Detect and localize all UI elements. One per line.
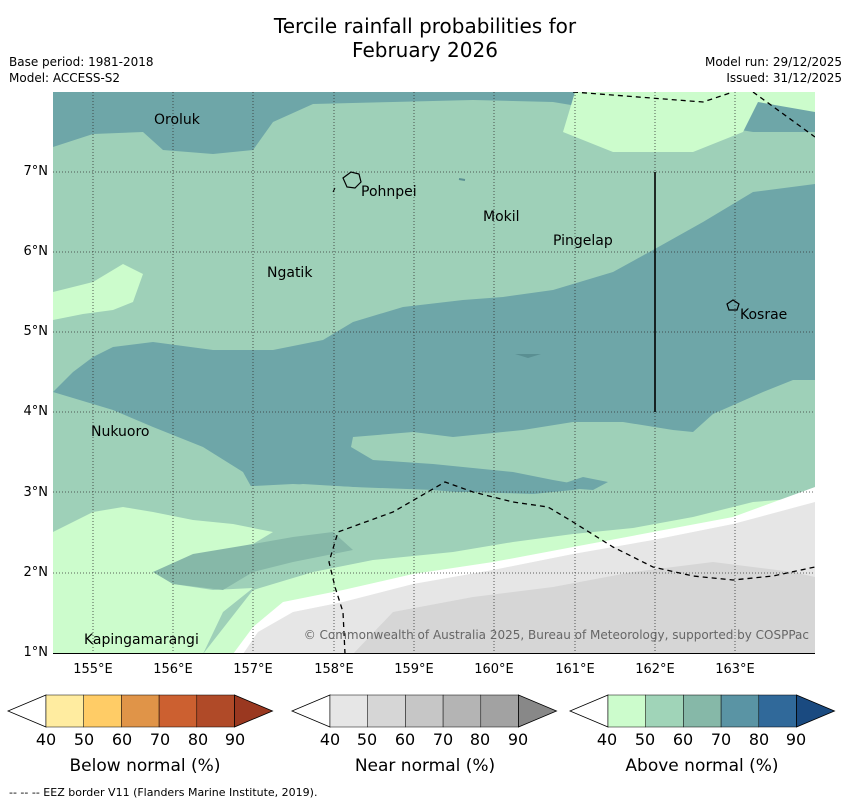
map-svg	[53, 92, 815, 654]
above-tick-40: 40	[596, 730, 618, 749]
label-oroluk: Oroluk	[154, 112, 200, 128]
region-above-70-patch	[515, 354, 541, 358]
colorbar-near	[290, 694, 558, 728]
lon-label-163e: 163°E	[715, 662, 755, 677]
below-colorbar-over	[234, 694, 274, 728]
lat-label-6n: 6°N	[23, 244, 49, 259]
above-tick-90: 90	[785, 730, 807, 749]
label-ngatik: Ngatik	[267, 265, 313, 281]
region-above-40-west	[53, 264, 143, 320]
label-kosrae: Kosrae	[740, 307, 788, 323]
above-colorbar-segment	[720, 694, 760, 728]
lon-label-156e: 156°E	[153, 662, 193, 677]
region-above-40-ne	[563, 92, 815, 152]
issued-date: Issued: 31/12/2025	[726, 71, 842, 85]
pohnpei-island	[342, 171, 362, 189]
above-colorbar-segment	[758, 694, 797, 728]
lat-label-7n: 7°N	[23, 164, 49, 179]
below-tick-80: 80	[187, 730, 209, 749]
near-tick-60: 60	[394, 730, 416, 749]
near-tick-70: 70	[432, 730, 454, 749]
colorbar-above	[568, 694, 836, 728]
region-above-60-patch	[553, 477, 608, 490]
colorbar-below	[6, 694, 274, 728]
lat-label-4n: 4°N	[23, 404, 49, 419]
base-period: Base period: 1981-2018	[9, 55, 154, 69]
near-colorbar-segment	[480, 694, 519, 728]
near-colorbar-segment	[367, 694, 406, 728]
near-tick-40: 40	[319, 730, 341, 749]
meta-left: Base period: 1981-2018 Model: ACCESS-S2	[9, 54, 154, 86]
title-line-2: February 2026	[352, 38, 498, 62]
below-tick-50: 50	[73, 730, 95, 749]
above-colorbar-over	[796, 694, 836, 728]
near-colorbar-under	[290, 694, 331, 728]
model-run: Model run: 29/12/2025	[704, 55, 842, 69]
above-tick-80: 80	[748, 730, 770, 749]
above-tick-60: 60	[672, 730, 694, 749]
label-nukuoro: Nukuoro	[91, 424, 150, 440]
region-near-50	[353, 562, 815, 654]
graticule	[53, 92, 815, 654]
model-name: Model: ACCESS-S2	[9, 71, 121, 85]
pakin-atoll	[458, 178, 466, 181]
lat-label-2n: 2°N	[23, 565, 49, 580]
label-kapingamarangi: Kapingamarangi	[84, 632, 199, 648]
copyright-notice: © Commonwealth of Australia 2025, Bureau…	[303, 628, 809, 642]
below-tick-60: 60	[111, 730, 133, 749]
map-frame	[53, 92, 815, 654]
below-tick-70: 70	[149, 730, 171, 749]
below-colorbar-under	[6, 694, 47, 728]
lat-label-5n: 5°N	[23, 324, 49, 339]
lon-label-155e: 155°E	[73, 662, 113, 677]
lon-label-159e: 159°E	[394, 662, 434, 677]
below-colorbar-segment	[45, 694, 84, 728]
label-mokil: Mokil	[483, 209, 520, 225]
label-pingelap: Pingelap	[553, 233, 613, 249]
near-normal-label: Near normal (%)	[354, 756, 496, 776]
below-colorbar-segment	[83, 694, 122, 728]
lon-label-160e: 160°E	[474, 662, 514, 677]
near-colorbar-segment	[405, 694, 444, 728]
lon-label-161e: 161°E	[555, 662, 595, 677]
above-tick-50: 50	[634, 730, 656, 749]
above-tick-70: 70	[710, 730, 732, 749]
map-panel[interactable]: Oroluk Pohnpei Mokil Pingelap Ngatik Kos…	[53, 92, 815, 654]
above-colorbar-segment	[683, 694, 722, 728]
colorbars	[6, 694, 836, 728]
near-tick-50: 50	[356, 730, 378, 749]
region-above-60-central	[53, 184, 815, 494]
near-colorbar-over	[518, 694, 558, 728]
near-tick-80: 80	[469, 730, 491, 749]
label-pohnpei: Pohnpei	[361, 184, 417, 200]
lat-label-1n: 1°N	[23, 645, 49, 660]
ant-atoll	[332, 187, 336, 193]
eez-border	[328, 92, 815, 654]
lat-label-3n: 3°N	[23, 485, 49, 500]
region-above-40-sw	[53, 507, 273, 654]
below-colorbar-segment	[121, 694, 160, 728]
above-colorbar-under	[568, 694, 609, 728]
kosrae-island	[726, 299, 740, 311]
lon-label-158e: 158°E	[314, 662, 354, 677]
lon-label-157e: 157°E	[233, 662, 273, 677]
above-normal-label: Above normal (%)	[625, 756, 779, 776]
near-colorbar-segment	[329, 694, 368, 728]
below-colorbar-segment	[158, 694, 198, 728]
meta-right: Model run: 29/12/2025 Issued: 31/12/2025	[705, 54, 842, 86]
title-line-1: Tercile rainfall probabilities for	[273, 14, 577, 38]
eez-note: -- -- -- EEZ border V11 (Flanders Marine…	[9, 786, 318, 799]
below-tick-90: 90	[224, 730, 246, 749]
above-colorbar-segment	[607, 694, 646, 728]
above-colorbar-segment	[645, 694, 684, 728]
near-colorbar-segment	[442, 694, 482, 728]
lon-label-162e: 162°E	[635, 662, 675, 677]
near-tick-90: 90	[507, 730, 529, 749]
below-tick-40: 40	[35, 730, 57, 749]
below-colorbar-segment	[196, 694, 235, 728]
below-normal-label: Below normal (%)	[69, 756, 221, 776]
map-title: Tercile rainfall probabilities for Febru…	[0, 14, 850, 62]
